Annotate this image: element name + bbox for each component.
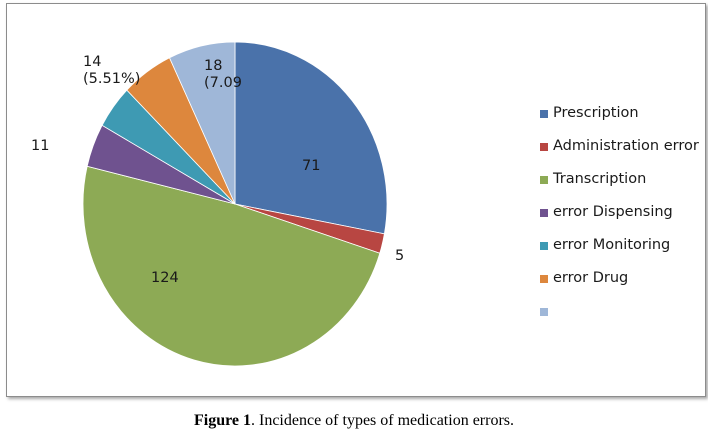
legend-swatch-4: [540, 209, 548, 217]
data-label-2: 5: [395, 248, 404, 264]
legend-label-4: error Dispensing: [553, 204, 673, 220]
pie-slice-3: [82, 165, 381, 367]
legend-swatch-7: [540, 308, 548, 316]
figure-caption: Figure 1. Incidence of types of medicati…: [0, 412, 708, 430]
legend-swatch-5: [540, 242, 548, 250]
legend-label-1: Prescription: [553, 105, 639, 121]
legend-swatch-6: [540, 275, 548, 283]
figure-label: Figure 1: [193, 412, 251, 429]
pie-slice-7: [169, 41, 236, 205]
data-label-6: 14 (5.51%): [83, 54, 140, 87]
legend-label-6: error Drug: [553, 270, 629, 286]
data-label-7: 18 (7.09: [204, 58, 242, 91]
chart-frame: 71 5 124 11 14 (5.51%) 18 (7.09 Prescription Adm…: [6, 3, 706, 397]
legend-swatch-1: [540, 110, 548, 118]
pie-chart: 71 5 124 11 14 (5.51%) 18 (7.09: [31, 41, 404, 367]
figure-caption-text: . Incidence of types of medication error…: [251, 412, 515, 429]
legend-label-2: Administration error: [553, 138, 699, 154]
pie-slice-1: [234, 41, 388, 235]
legend-swatch-2: [540, 143, 548, 151]
legend-label-5: error Monitoring: [553, 237, 671, 253]
legend-label-3: Transcription: [553, 171, 647, 187]
data-label-4: 11: [31, 138, 49, 154]
legend-swatch-3: [540, 176, 548, 184]
data-label-1: 71: [302, 158, 320, 174]
data-label-3: 124: [151, 270, 179, 286]
